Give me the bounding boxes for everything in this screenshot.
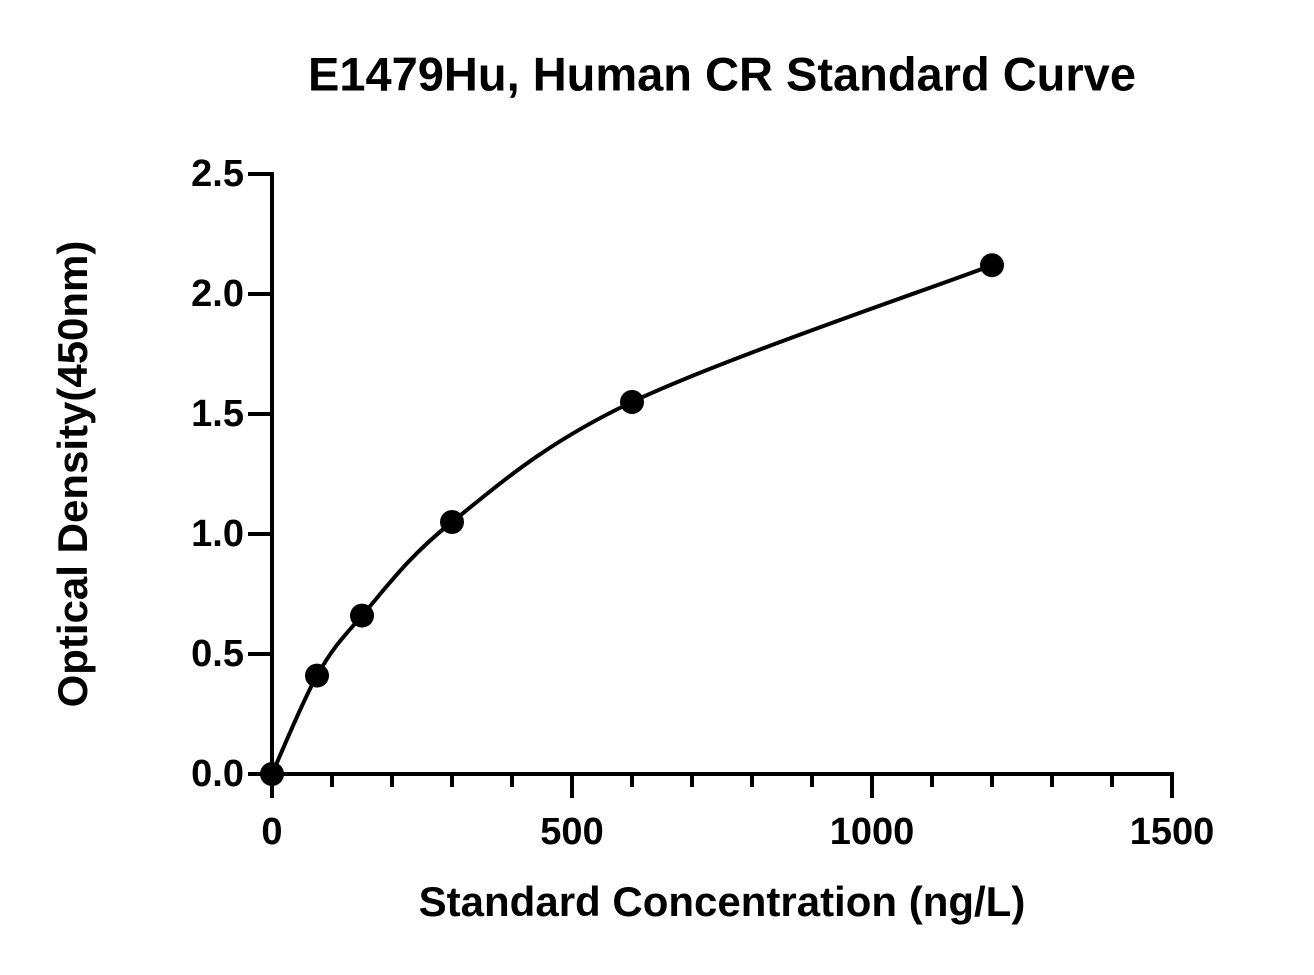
x-axis-title: Standard Concentration (ng/L) xyxy=(419,878,1026,925)
y-tick-label: 1.0 xyxy=(191,513,244,555)
data-point xyxy=(305,663,329,688)
x-tick-label: 1500 xyxy=(1130,811,1215,853)
x-tick-label: 1000 xyxy=(830,811,915,853)
y-axis-title: Optical Density(450nm) xyxy=(49,241,96,708)
y-tick-label: 0.5 xyxy=(191,633,244,675)
data-point xyxy=(260,762,284,786)
x-tick-label: 500 xyxy=(540,811,603,853)
data-point xyxy=(980,253,1004,278)
y-tick-label: 2.0 xyxy=(191,273,244,315)
fit-curve xyxy=(270,263,993,775)
chart-title: E1479Hu, Human CR Standard Curve xyxy=(308,47,1136,100)
y-tick-label: 1.5 xyxy=(191,393,244,435)
x-tick-label: 0 xyxy=(261,811,282,853)
y-tick-label: 0.0 xyxy=(191,753,244,795)
data-point xyxy=(620,390,644,414)
data-point xyxy=(350,603,374,628)
y-tick-label: 2.5 xyxy=(191,153,244,195)
data-point xyxy=(440,510,464,534)
